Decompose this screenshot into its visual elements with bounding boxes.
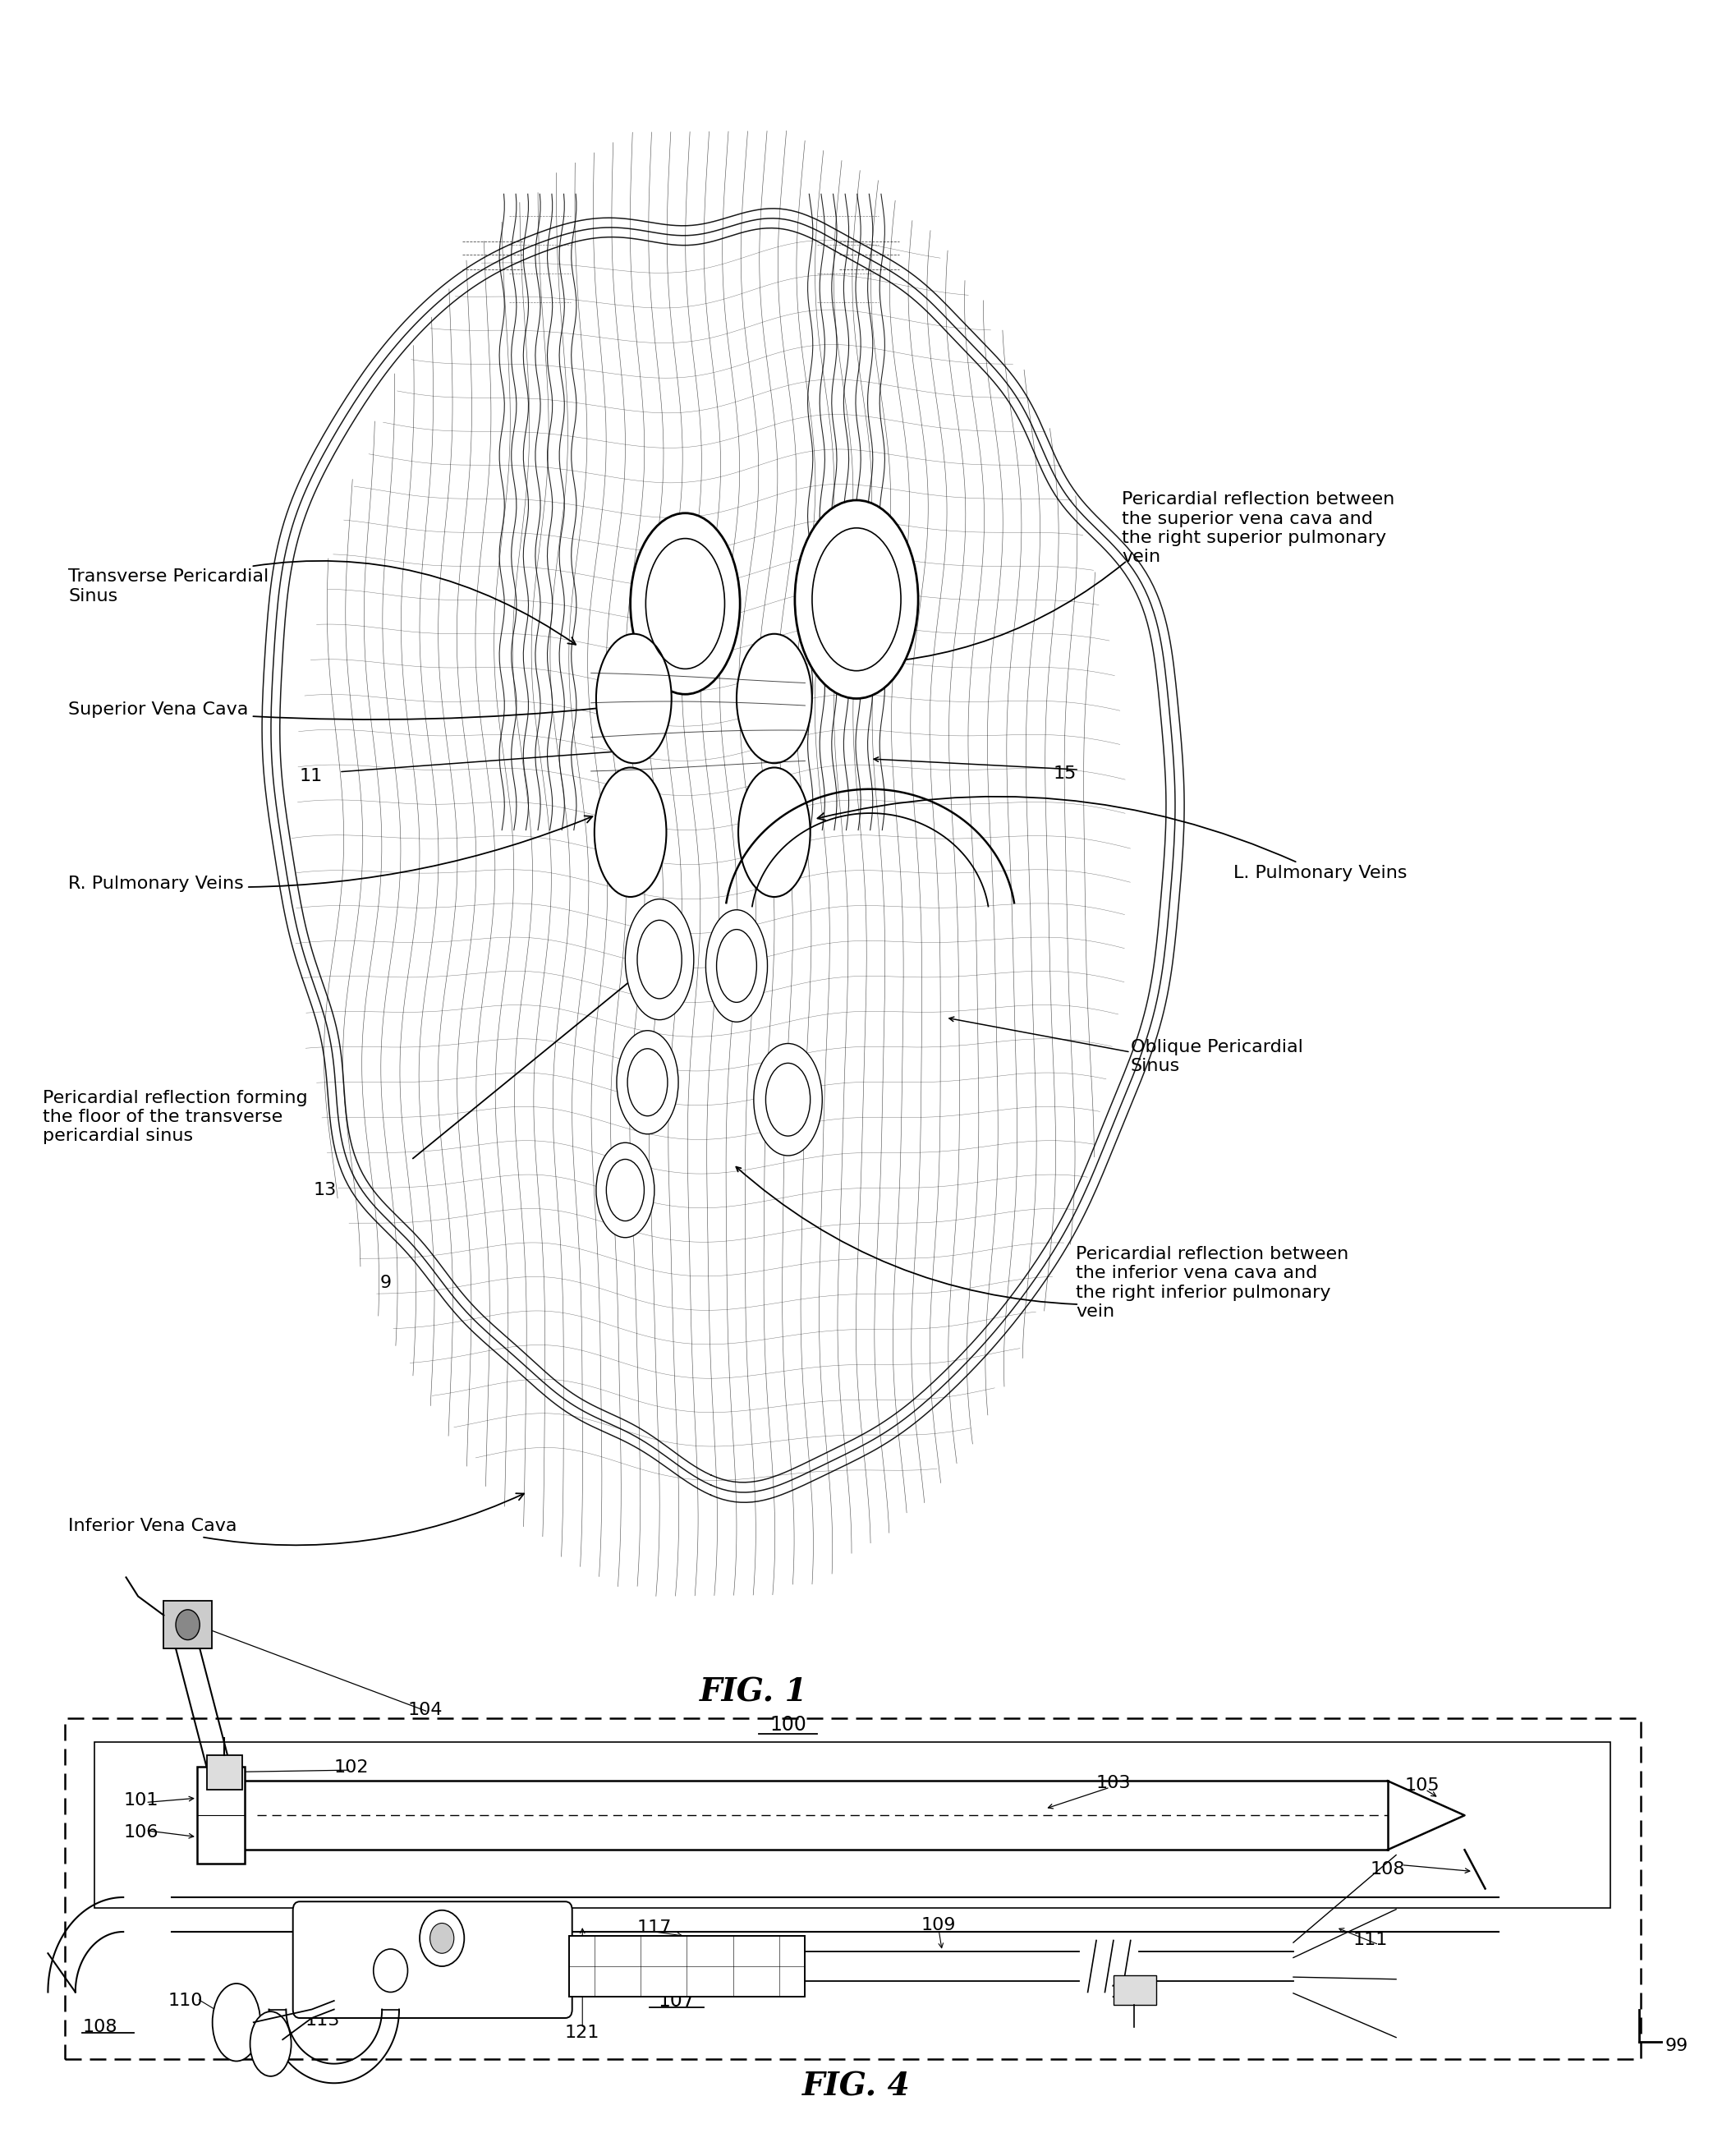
Text: 102: 102	[334, 1759, 368, 1777]
Circle shape	[420, 1910, 464, 1966]
Bar	[1113, 1975, 1156, 2005]
Ellipse shape	[617, 1031, 678, 1134]
Circle shape	[176, 1611, 200, 1641]
Circle shape	[430, 1923, 454, 1953]
Ellipse shape	[594, 768, 666, 897]
Text: Inferior Vena Cava: Inferior Vena Cava	[69, 1494, 524, 1546]
Text: Transverse Pericardial
Sinus: Transverse Pericardial Sinus	[69, 561, 576, 645]
Bar	[569, 1936, 805, 1996]
Ellipse shape	[716, 929, 757, 1003]
Text: 100: 100	[769, 1714, 807, 1736]
Text: 9: 9	[380, 1274, 392, 1291]
Text: 15: 15	[1053, 765, 1077, 783]
Text: FIG. 1: FIG. 1	[699, 1677, 809, 1708]
Ellipse shape	[630, 513, 740, 694]
Bar	[164, 1602, 212, 1649]
Text: 101: 101	[123, 1792, 158, 1809]
Text: 104: 104	[408, 1701, 442, 1718]
Ellipse shape	[754, 1044, 822, 1156]
Ellipse shape	[596, 634, 671, 763]
Ellipse shape	[637, 921, 682, 998]
Ellipse shape	[795, 500, 918, 699]
Text: 107: 107	[658, 1990, 695, 2012]
Ellipse shape	[749, 787, 800, 877]
Ellipse shape	[615, 804, 646, 860]
Text: 99: 99	[1665, 2037, 1689, 2055]
Circle shape	[373, 1949, 408, 1992]
Bar	[207, 1755, 243, 1789]
Text: Pericardial reflection between
the superior vena cava and
the right superior pul: Pericardial reflection between the super…	[1122, 492, 1394, 565]
Text: 106: 106	[123, 1824, 158, 1841]
Text: Pericardial reflection forming
the floor of the transverse
pericardial sinus: Pericardial reflection forming the floor…	[43, 1089, 308, 1145]
Ellipse shape	[606, 1160, 644, 1220]
Ellipse shape	[596, 1143, 654, 1238]
Text: R. Pulmonary Veins: R. Pulmonary Veins	[69, 815, 593, 893]
Text: 111: 111	[1353, 1932, 1388, 1949]
Text: 117: 117	[637, 1919, 671, 1936]
Text: 120: 120	[373, 1990, 408, 2007]
Ellipse shape	[250, 2012, 291, 2076]
Text: Superior Vena Cava: Superior Vena Cava	[69, 701, 605, 720]
Ellipse shape	[738, 768, 810, 897]
Text: 119: 119	[432, 1915, 466, 1932]
Text: Oblique Pericardial
Sinus: Oblique Pericardial Sinus	[1131, 1039, 1304, 1074]
Text: 110: 110	[168, 1992, 202, 2009]
Text: 115: 115	[1110, 1984, 1144, 2001]
Text: 13: 13	[313, 1181, 337, 1199]
Text: 108: 108	[1370, 1861, 1405, 1878]
Text: Pericardial reflection between
the inferior vena cava and
the right inferior pul: Pericardial reflection between the infer…	[1076, 1246, 1348, 1319]
Ellipse shape	[706, 910, 767, 1022]
Ellipse shape	[618, 671, 649, 727]
Bar	[197, 1768, 245, 1863]
Ellipse shape	[749, 653, 800, 744]
Ellipse shape	[759, 804, 790, 860]
Text: 109: 109	[922, 1917, 956, 1934]
Ellipse shape	[759, 671, 790, 727]
Ellipse shape	[212, 1984, 260, 2061]
Text: 103: 103	[1096, 1774, 1131, 1792]
Ellipse shape	[737, 634, 812, 763]
Text: 113: 113	[305, 2012, 339, 2029]
Text: L. Pulmonary Veins: L. Pulmonary Veins	[817, 796, 1406, 882]
Text: 11: 11	[300, 768, 324, 785]
Text: FIG. 4: FIG. 4	[802, 2072, 911, 2102]
Ellipse shape	[766, 1063, 810, 1136]
Text: 108: 108	[82, 2018, 116, 2035]
Ellipse shape	[625, 899, 694, 1020]
FancyBboxPatch shape	[293, 1902, 572, 2018]
Text: 105: 105	[1405, 1777, 1439, 1794]
Ellipse shape	[608, 653, 660, 744]
Ellipse shape	[627, 1048, 668, 1117]
Ellipse shape	[605, 787, 656, 877]
Text: 121: 121	[565, 2024, 600, 2042]
